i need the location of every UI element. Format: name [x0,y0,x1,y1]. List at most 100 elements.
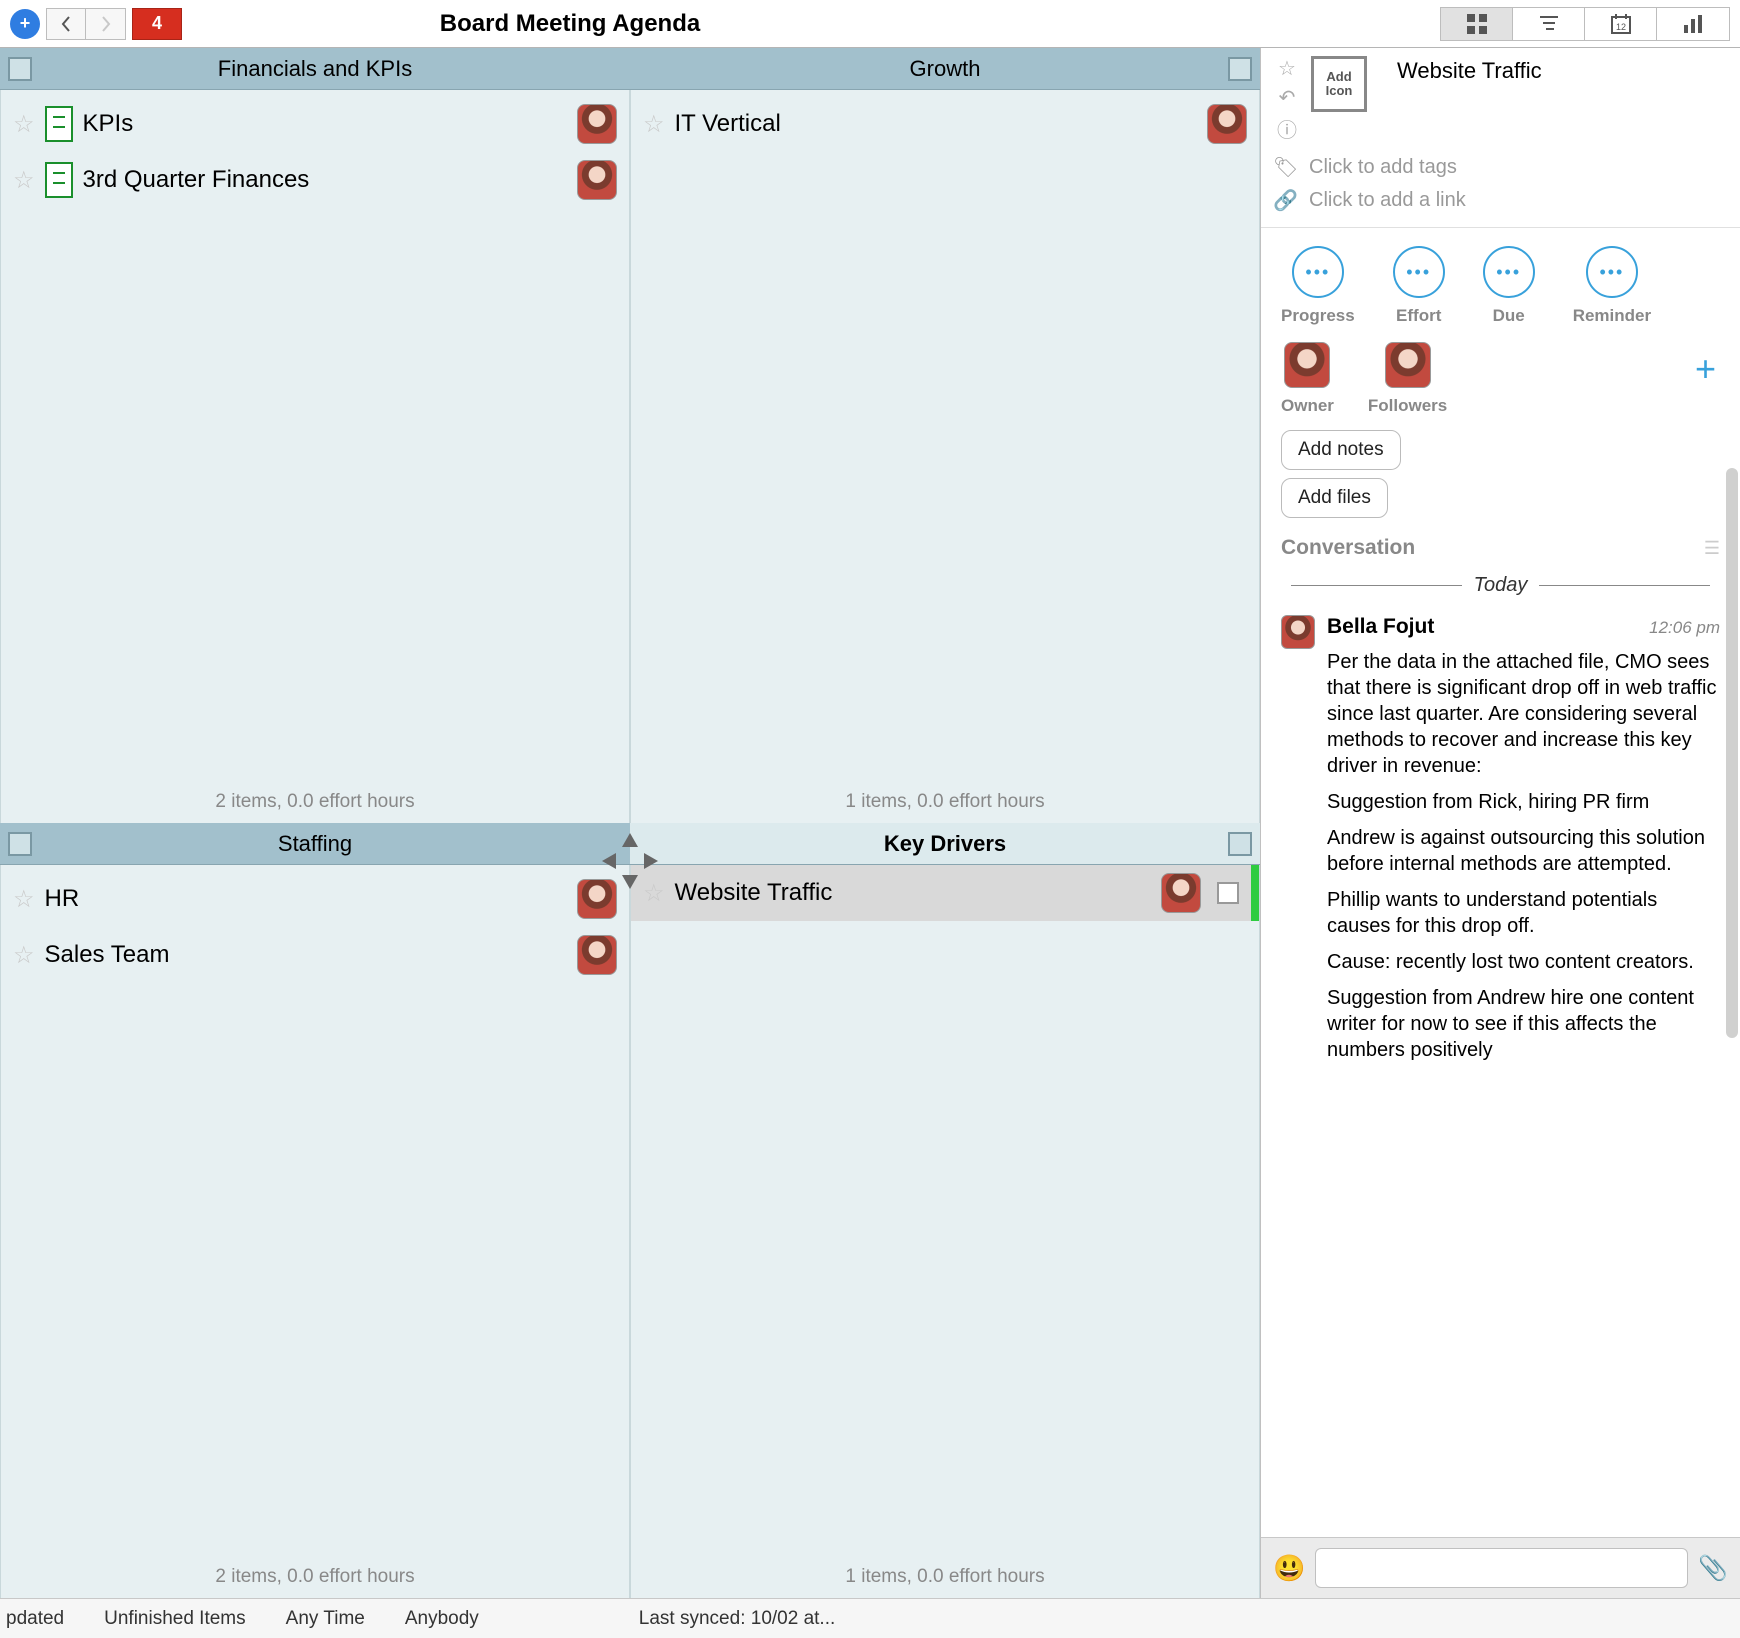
tag-icon: 🏷 [1273,155,1297,180]
view-list-button[interactable] [1513,8,1585,40]
section-footer: 2 items, 0.0 effort hours [0,783,630,823]
task-checkbox[interactable] [1217,882,1239,904]
star-icon[interactable]: ☆ [1278,56,1296,81]
task-title: 3rd Quarter Finances [83,166,310,194]
section-checkbox[interactable] [8,57,32,81]
task-type-icon [45,106,73,142]
emoji-button[interactable]: 😃 [1273,1553,1305,1584]
section-body-financials: ☆ KPIs ☆ 3rd Quarter Finances [0,90,630,783]
star-icon[interactable]: ☆ [13,885,35,914]
section-checkbox[interactable] [1228,832,1252,856]
notification-count-badge[interactable]: 4 [132,8,182,40]
message-composer: 😃 📎 [1261,1537,1740,1598]
message-time: 12:06 pm [1649,618,1720,638]
followers-button[interactable]: Followers [1368,342,1447,416]
assignee-avatar[interactable] [577,879,617,919]
view-calendar-button[interactable]: 12 [1585,8,1657,40]
owner-button[interactable]: Owner [1281,342,1334,416]
people-row: Owner Followers + [1261,332,1740,422]
message-avatar[interactable] [1281,615,1315,649]
task-row[interactable]: ☆ HR [1,871,629,927]
star-icon[interactable]: ☆ [643,879,665,908]
detail-header: ☆ ↶ ⓘ Add Icon Website Traffic 🏷 Click t… [1261,48,1740,228]
status-filter-anybody[interactable]: Anybody [405,1608,479,1630]
assignee-avatar[interactable] [1207,104,1247,144]
message-paragraph: Cause: recently lost two content creator… [1327,949,1720,975]
message-input[interactable] [1315,1548,1688,1588]
task-title: Website Traffic [675,879,833,907]
task-type-icon [45,162,73,198]
section-title: Financials and KPIs [218,56,412,82]
task-title: IT Vertical [675,110,781,138]
message-author: Bella Fojut [1327,615,1434,639]
assignee-avatar[interactable] [577,160,617,200]
nav-back-button[interactable] [46,8,86,40]
reminder-button[interactable]: ••• Reminder [1573,246,1651,326]
status-filter-updated[interactable]: pdated [6,1608,64,1630]
link-placeholder: Click to add a link [1309,189,1466,212]
view-switcher: 12 [1440,7,1730,41]
view-chart-button[interactable] [1657,8,1729,40]
section-checkbox[interactable] [8,832,32,856]
task-row[interactable]: ☆ KPIs [1,96,629,152]
add-button[interactable]: + [10,9,40,39]
assignee-avatar[interactable] [577,104,617,144]
add-tags-row[interactable]: 🏷 Click to add tags [1273,155,1728,180]
status-filter-anytime[interactable]: Any Time [286,1608,365,1630]
section-body-keydrivers: ☆ Website Traffic [630,865,1260,1558]
message-paragraph: Andrew is against outsourcing this solut… [1327,825,1720,877]
detail-title[interactable]: Website Traffic [1397,58,1542,84]
nav-buttons [46,8,126,40]
nav-forward-button[interactable] [86,8,126,40]
attach-button[interactable]: 📎 [1698,1554,1728,1583]
section-header-financials[interactable]: Financials and KPIs [0,48,630,90]
add-notes-button[interactable]: Add notes [1281,430,1401,470]
star-icon[interactable]: ☆ [643,110,665,139]
status-bar: pdated Unfinished Items Any Time Anybody… [0,1598,1740,1638]
section-footer: 1 items, 0.0 effort hours [630,783,1260,823]
effort-button[interactable]: ••• Effort [1393,246,1445,326]
section-body-staffing: ☆ HR ☆ Sales Team [0,865,630,1558]
task-row-selected[interactable]: ☆ Website Traffic [631,865,1259,921]
task-row[interactable]: ☆ Sales Team [1,927,629,983]
conversation-menu-icon[interactable]: ☰ [1704,538,1720,559]
assignee-avatar[interactable] [1161,873,1201,913]
star-icon[interactable]: ☆ [13,110,35,139]
follower-avatar [1385,342,1431,388]
toolbar: + 4 Board Meeting Agenda 12 [0,0,1740,48]
tags-placeholder: Click to add tags [1309,156,1457,179]
undo-icon[interactable]: ↶ [1279,85,1296,110]
section-header-growth[interactable]: Growth [630,48,1260,90]
add-icon-button[interactable]: Add Icon [1311,56,1367,112]
view-grid-button[interactable] [1441,8,1513,40]
sync-status: Last synced: 10/02 at... [639,1608,835,1630]
section-title: Staffing [278,831,352,857]
message-paragraph: Suggestion from Andrew hire one content … [1327,985,1720,1063]
progress-button[interactable]: ••• Progress [1281,246,1355,326]
info-icon[interactable]: ⓘ [1277,114,1297,143]
assignee-avatar[interactable] [577,935,617,975]
task-row[interactable]: ☆ IT Vertical [631,96,1259,152]
section-header-staffing[interactable]: Staffing [0,823,630,865]
message-paragraph: Suggestion from Rick, hiring PR firm [1327,789,1720,815]
section-checkbox[interactable] [1228,57,1252,81]
owner-avatar [1284,342,1330,388]
message-paragraph: Per the data in the attached file, CMO s… [1327,649,1720,779]
date-divider: Today [1261,566,1740,605]
task-title: Sales Team [45,941,170,969]
add-person-button[interactable]: + [1695,348,1716,390]
scrollbar[interactable] [1726,468,1738,1038]
task-title: KPIs [83,110,134,138]
star-icon[interactable]: ☆ [13,166,35,195]
conversation-heading: Conversation [1281,536,1415,560]
section-title: Key Drivers [884,831,1006,857]
add-link-row[interactable]: 🔗 Click to add a link [1273,188,1728,213]
message-paragraph: Phillip wants to understand potentials c… [1327,887,1720,939]
due-button[interactable]: ••• Due [1483,246,1535,326]
task-row[interactable]: ☆ 3rd Quarter Finances [1,152,629,208]
task-title: HR [45,885,80,913]
section-header-keydrivers[interactable]: Key Drivers [630,823,1260,865]
star-icon[interactable]: ☆ [13,941,35,970]
status-filter-unfinished[interactable]: Unfinished Items [104,1608,246,1630]
add-files-button[interactable]: Add files [1281,478,1388,518]
